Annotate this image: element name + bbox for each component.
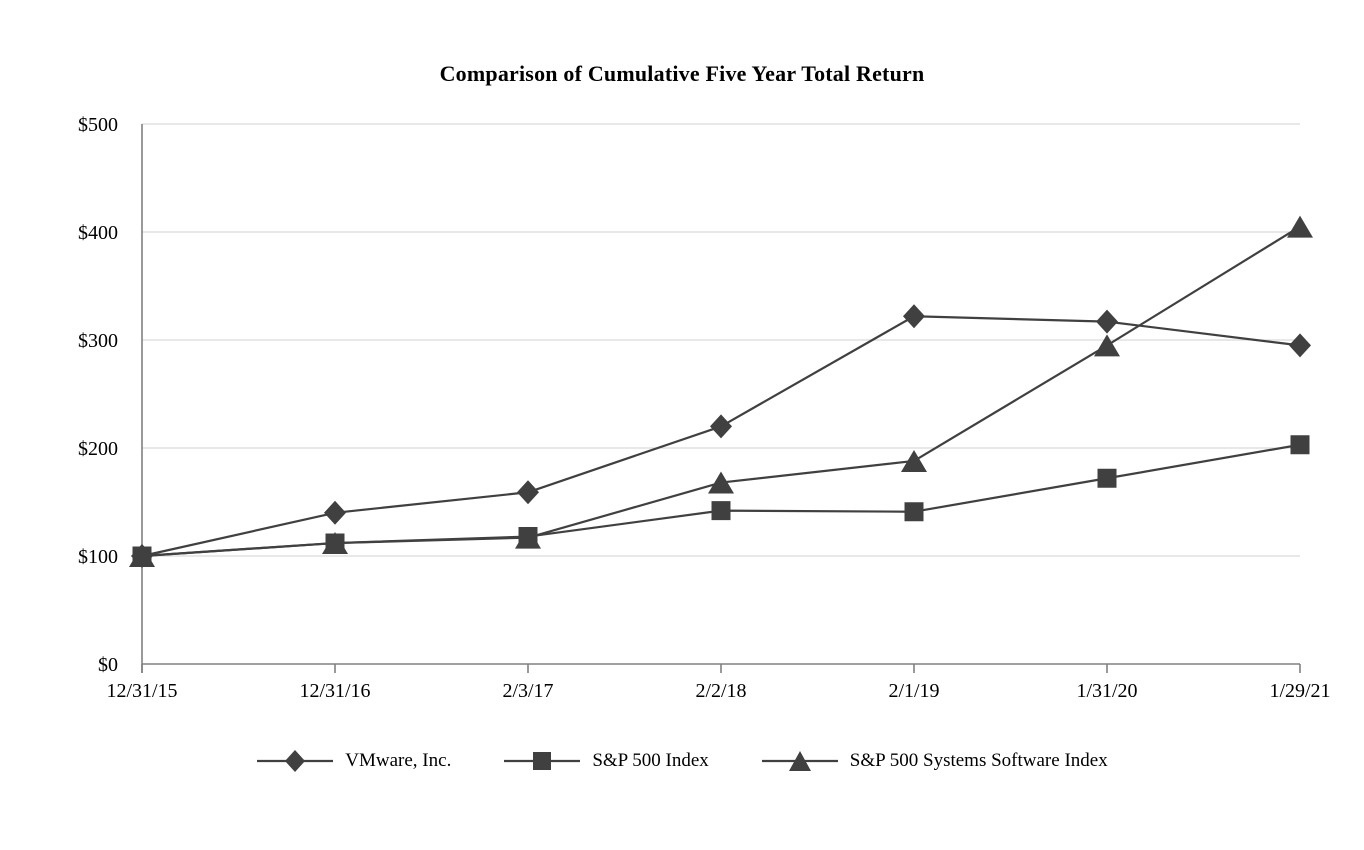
square-marker-s1-p2: [518, 527, 538, 547]
triangle-legend-marker: [788, 751, 811, 771]
legend-item-0: VMware, Inc.: [256, 747, 451, 775]
square-marker-s1-p0: [132, 546, 152, 566]
triangle-marker-s2-p5: [1094, 334, 1120, 357]
x-tick-label-3: 2/2/18: [695, 680, 746, 702]
triangle-marker-s2-p3: [708, 471, 734, 494]
diamond-marker-s0-p1: [324, 500, 346, 525]
diamond-marker-s0-p4: [903, 304, 925, 329]
x-tick-label-5: 1/31/20: [1076, 680, 1137, 702]
y-axis-labels: $0 $100 $200 $300 $400 $500: [78, 114, 118, 676]
x-tick-label-1: 12/31/16: [299, 680, 370, 702]
diamond-marker-s0-p3: [710, 414, 732, 439]
square-legend-icon: [504, 752, 581, 770]
square-marker-s1-p6: [1290, 435, 1310, 455]
x-tick-label-2: 2/3/17: [502, 680, 553, 702]
y-tick-label-400: $400: [78, 222, 118, 244]
series-markers: [129, 215, 1313, 568]
y-tick-label-500: $500: [78, 114, 118, 136]
triangle-marker-s2-p6: [1287, 215, 1313, 238]
legend-label-1: S&P 500 Index: [592, 750, 709, 771]
diamond-legend-marker: [285, 750, 306, 772]
x-tick-label-6: 1/29/21: [1269, 680, 1330, 702]
y-tick-label-0: $0: [98, 654, 118, 676]
x-axis-labels: 12/31/15 12/31/16 2/3/17 2/2/18 2/1/19 1/31/2…: [106, 680, 1330, 702]
y-tick-label-100: $100: [78, 546, 118, 568]
square-marker-s1-p5: [1097, 468, 1117, 488]
diamond-marker-s0-p6: [1289, 333, 1311, 358]
legend-item-2: S&P 500 Systems Software Index: [761, 747, 1108, 775]
diamond-legend-icon: [257, 750, 334, 772]
triangle-marker-s2-p4: [901, 449, 927, 472]
legend-label-0: VMware, Inc.: [345, 750, 452, 771]
square-marker-s1-p4: [904, 502, 924, 522]
x-tick-label-4: 2/1/19: [888, 680, 939, 702]
x-tick-label-0: 12/31/15: [106, 680, 177, 702]
y-tick-label-300: $300: [78, 330, 118, 352]
diamond-marker-s0-p5: [1096, 309, 1118, 334]
diamond-marker-s0-p2: [517, 480, 539, 505]
chart-title: Comparison of Cumulative Five Year Total…: [439, 61, 925, 86]
legend-item-1: S&P 500 Index: [503, 747, 709, 775]
y-tick-label-200: $200: [78, 438, 118, 460]
series-line-1: [140, 443, 1302, 558]
triangle-legend-icon: [761, 751, 838, 771]
axes: [141, 124, 1301, 673]
chart-legend: VMware, Inc. S&P 500 Index S&P 500 Systems…: [0, 747, 1364, 775]
square-marker-s1-p1: [325, 533, 345, 553]
square-marker-s1-p3: [711, 501, 731, 521]
square-legend-marker: [533, 752, 552, 770]
legend-label-2: S&P 500 Systems Software Index: [849, 750, 1108, 771]
